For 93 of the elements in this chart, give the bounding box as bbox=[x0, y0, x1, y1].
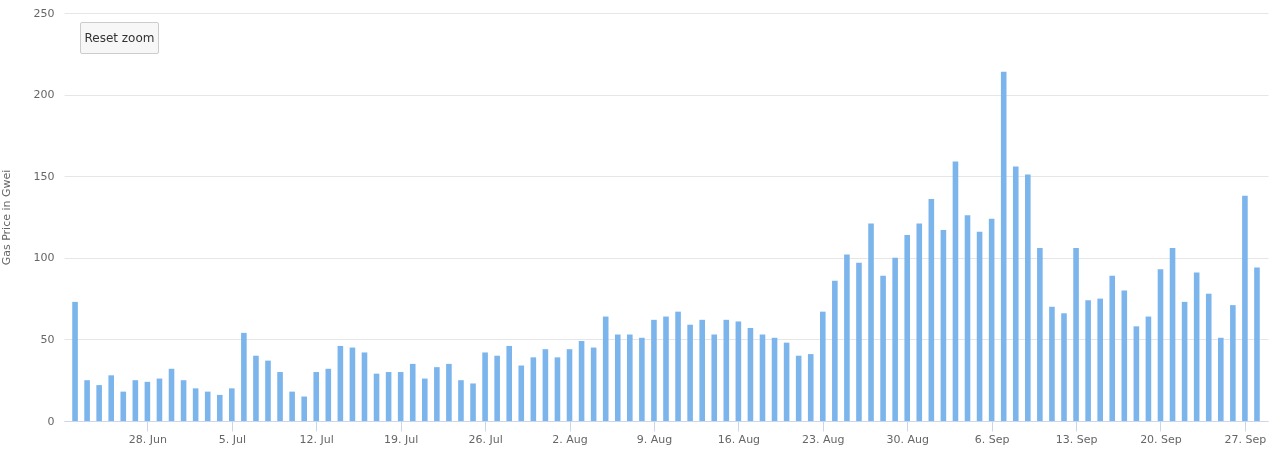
x-tick-label: 23. Aug bbox=[802, 432, 845, 446]
bar bbox=[807, 354, 814, 421]
bar bbox=[1205, 293, 1212, 421]
bar bbox=[1217, 337, 1224, 421]
bar bbox=[566, 349, 573, 421]
bar bbox=[663, 316, 669, 421]
bar bbox=[639, 337, 645, 421]
bar bbox=[687, 324, 693, 421]
bar bbox=[180, 380, 187, 421]
x-tick-label: 6. Sep bbox=[974, 432, 1010, 446]
bar bbox=[1242, 195, 1248, 421]
bar bbox=[313, 372, 320, 421]
bar bbox=[651, 319, 657, 421]
bar bbox=[96, 385, 102, 421]
bar bbox=[289, 391, 295, 421]
bar bbox=[1121, 290, 1128, 421]
bar bbox=[627, 334, 633, 421]
bar bbox=[361, 352, 368, 421]
bar bbox=[301, 396, 307, 421]
bar bbox=[1012, 166, 1019, 421]
bar bbox=[964, 215, 971, 421]
bar bbox=[1049, 306, 1055, 421]
bar bbox=[1025, 174, 1031, 421]
y-tick-label: 50 bbox=[40, 332, 55, 346]
bar bbox=[916, 223, 923, 421]
bar bbox=[1133, 326, 1140, 421]
bar bbox=[530, 357, 537, 421]
bar bbox=[518, 365, 525, 421]
bar bbox=[711, 334, 718, 421]
bar bbox=[108, 375, 115, 421]
x-tick-label: 28. Jun bbox=[128, 432, 168, 446]
x-tick-label: 9. Aug bbox=[636, 432, 673, 446]
bar bbox=[1157, 269, 1164, 421]
bar bbox=[904, 234, 911, 421]
bar bbox=[409, 363, 416, 421]
y-tick-label: 100 bbox=[33, 251, 55, 265]
bar bbox=[506, 345, 513, 421]
x-tick-label: 13. Sep bbox=[1055, 432, 1098, 446]
bar bbox=[421, 378, 428, 421]
bar bbox=[216, 394, 223, 421]
bar bbox=[458, 380, 464, 421]
bar bbox=[844, 254, 850, 421]
bar bbox=[819, 311, 826, 421]
bar bbox=[84, 380, 90, 421]
bar bbox=[675, 311, 681, 421]
bar bbox=[434, 367, 440, 421]
x-tick-label: 2. Aug bbox=[552, 432, 588, 446]
bar bbox=[542, 349, 549, 421]
bar bbox=[1254, 267, 1260, 421]
y-tick-label: 250 bbox=[33, 6, 55, 20]
bar bbox=[132, 380, 139, 421]
bar bbox=[1061, 313, 1067, 421]
x-tick-label: 5. Jul bbox=[218, 432, 246, 446]
bar bbox=[192, 388, 199, 421]
bar bbox=[265, 360, 271, 421]
y-tick-label: 150 bbox=[33, 169, 55, 183]
x-tick-label: 30. Aug bbox=[886, 432, 929, 446]
bar bbox=[1109, 275, 1116, 421]
bar bbox=[446, 363, 452, 421]
y-tick-label: 200 bbox=[33, 88, 55, 102]
bar bbox=[253, 355, 259, 421]
x-tick-label: 20. Sep bbox=[1140, 432, 1182, 446]
y-tick-label: 0 bbox=[47, 414, 55, 428]
bar bbox=[1085, 300, 1091, 421]
x-tick-label: 27. Sep bbox=[1224, 432, 1267, 446]
bar bbox=[1193, 272, 1200, 421]
bar bbox=[1097, 298, 1103, 421]
bar bbox=[892, 257, 898, 421]
bar bbox=[735, 321, 742, 421]
bar bbox=[856, 262, 862, 421]
bar bbox=[72, 301, 78, 421]
bar bbox=[614, 334, 621, 421]
bar bbox=[1073, 248, 1079, 421]
bar bbox=[554, 357, 561, 421]
x-tick-label: 12. Jul bbox=[299, 432, 334, 446]
bar bbox=[482, 352, 488, 421]
bar bbox=[699, 319, 705, 421]
bar bbox=[277, 372, 283, 421]
x-tick-label: 16. Aug bbox=[717, 432, 761, 446]
bar bbox=[1230, 305, 1236, 421]
bar bbox=[120, 391, 127, 421]
reset-zoom-button[interactable]: Reset zoom bbox=[80, 22, 159, 54]
bar bbox=[868, 223, 874, 421]
bar bbox=[470, 383, 476, 421]
x-tick-label: 19. Jul bbox=[384, 432, 419, 446]
x-tick-label: 26. Jul bbox=[468, 432, 503, 446]
bar bbox=[241, 332, 247, 421]
bar bbox=[494, 355, 500, 421]
bar bbox=[880, 275, 886, 421]
y-axis-title: Gas Price in Gwei bbox=[0, 169, 13, 266]
bar bbox=[1037, 248, 1043, 421]
bar bbox=[229, 388, 235, 421]
bar bbox=[832, 280, 838, 421]
